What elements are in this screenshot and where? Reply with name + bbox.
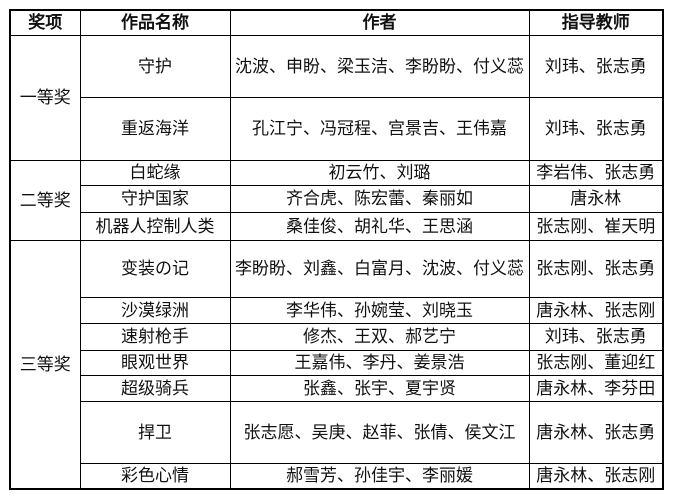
authors-cell: 初云竹、刘璐 — [229, 160, 530, 186]
authors-cell: 沈波、申盼、梁玉洁、李盼盼、付义蕊 — [229, 35, 530, 98]
title-cell: 眼观世界 — [79, 350, 231, 376]
title-cell: 超级骑兵 — [79, 375, 231, 402]
table-row: 守护国家 齐合虎、陈宏蕾、秦丽如 唐永林 — [10, 185, 664, 213]
header-teachers: 指导教师 — [528, 9, 664, 36]
title-cell: 重返海洋 — [79, 97, 231, 161]
header-row: 奖项 作品名称 作者 指导教师 — [9, 9, 664, 36]
teachers-cell: 刘玮、张志勇 — [528, 97, 664, 161]
title-cell: 守护国家 — [79, 185, 231, 213]
title-cell: 白蛇缘 — [79, 160, 231, 186]
award-cell: 三等奖 — [9, 240, 81, 490]
table-row: 二等奖 白蛇缘 初云竹、刘璐 李岩伟、张志勇 — [9, 160, 664, 241]
table-row: 超级骑兵 张鑫、张宇、夏宇贤 唐永林、李芬田 — [10, 375, 664, 402]
teachers-cell: 张志刚、张志勇 — [528, 240, 664, 298]
table-row: 沙漠绿洲 李华伟、孙婉莹、刘晓玉 唐永林、张志刚 — [10, 297, 664, 324]
title-cell: 速射枪手 — [79, 323, 231, 351]
authors-cell: 李盼盼、刘鑫、白富月、沈波、付义蕊 — [229, 240, 530, 298]
title-cell: 变装の记 — [79, 240, 231, 298]
award-cell: 二等奖 — [9, 160, 81, 241]
authors-cell: 修杰、王双、郝艺宁 — [229, 323, 530, 351]
teachers-cell: 唐永林、张志刚 — [528, 463, 664, 490]
table-row: 一等奖 守护 沈波、申盼、梁玉洁、李盼盼、付义蕊 刘玮、张志勇 — [9, 35, 664, 161]
authors-cell: 郝雪芳、孙佳宇、李丽媛 — [229, 463, 530, 490]
teachers-cell: 唐永林、张志勇 — [528, 401, 664, 464]
award-cell: 一等奖 — [9, 35, 81, 161]
table-row: 机器人控制人类 桑佳俊、胡礼华、王思涵 张志刚、崔天明 — [10, 212, 664, 241]
teachers-cell: 刘玮、张志勇 — [528, 35, 664, 98]
header-authors: 作者 — [229, 9, 530, 36]
authors-cell: 李华伟、孙婉莹、刘晓玉 — [229, 297, 530, 324]
authors-cell: 齐合虎、陈宏蕾、秦丽如 — [229, 185, 530, 213]
table-row: 彩色心情 郝雪芳、孙佳宇、李丽媛 唐永林、张志刚 — [10, 463, 664, 490]
title-cell: 沙漠绿洲 — [79, 297, 231, 324]
teachers-cell: 唐永林 — [528, 185, 664, 213]
title-cell: 彩色心情 — [79, 463, 231, 490]
title-cell: 守护 — [79, 35, 231, 98]
authors-cell: 孔江宁、冯冠程、宫景吉、王伟嘉 — [229, 97, 530, 161]
table-row: 速射枪手 修杰、王双、郝艺宁 刘玮、张志勇 — [10, 323, 664, 351]
teachers-cell: 唐永林、张志刚 — [528, 297, 664, 324]
header-title: 作品名称 — [79, 9, 231, 36]
table-row: 捍卫 张志愿、吴庚、赵菲、张倩、侯文江 唐永林、张志勇 — [10, 401, 664, 464]
authors-cell: 桑佳俊、胡礼华、王思涵 — [229, 212, 530, 241]
authors-cell: 张志愿、吴庚、赵菲、张倩、侯文江 — [229, 401, 530, 464]
header-award: 奖项 — [9, 9, 81, 36]
table-row: 三等奖 变装の记 李盼盼、刘鑫、白富月、沈波、付义蕊 张志刚、张志勇 — [9, 240, 664, 490]
title-cell: 机器人控制人类 — [79, 212, 231, 241]
authors-cell: 王嘉伟、李丹、姜景浩 — [229, 350, 530, 376]
table-row: 眼观世界 王嘉伟、李丹、姜景浩 张志刚、董迎红 — [10, 350, 664, 376]
authors-cell: 张鑫、张宇、夏宇贤 — [229, 375, 530, 402]
title-cell: 捍卫 — [79, 401, 231, 464]
teachers-cell: 李岩伟、张志勇 — [528, 160, 664, 186]
teachers-cell: 张志刚、董迎红 — [528, 350, 664, 376]
teachers-cell: 张志刚、崔天明 — [528, 212, 664, 241]
table-row: 重返海洋 孔江宁、冯冠程、宫景吉、王伟嘉 刘玮、张志勇 — [10, 97, 664, 161]
awards-table: 奖项 作品名称 作者 指导教师 一等奖 守护 沈波、申盼、梁玉洁、李盼盼、付义蕊 刘玮… — [9, 9, 664, 490]
teachers-cell: 刘玮、张志勇 — [528, 323, 664, 351]
teachers-cell: 唐永林、李芬田 — [528, 375, 664, 402]
